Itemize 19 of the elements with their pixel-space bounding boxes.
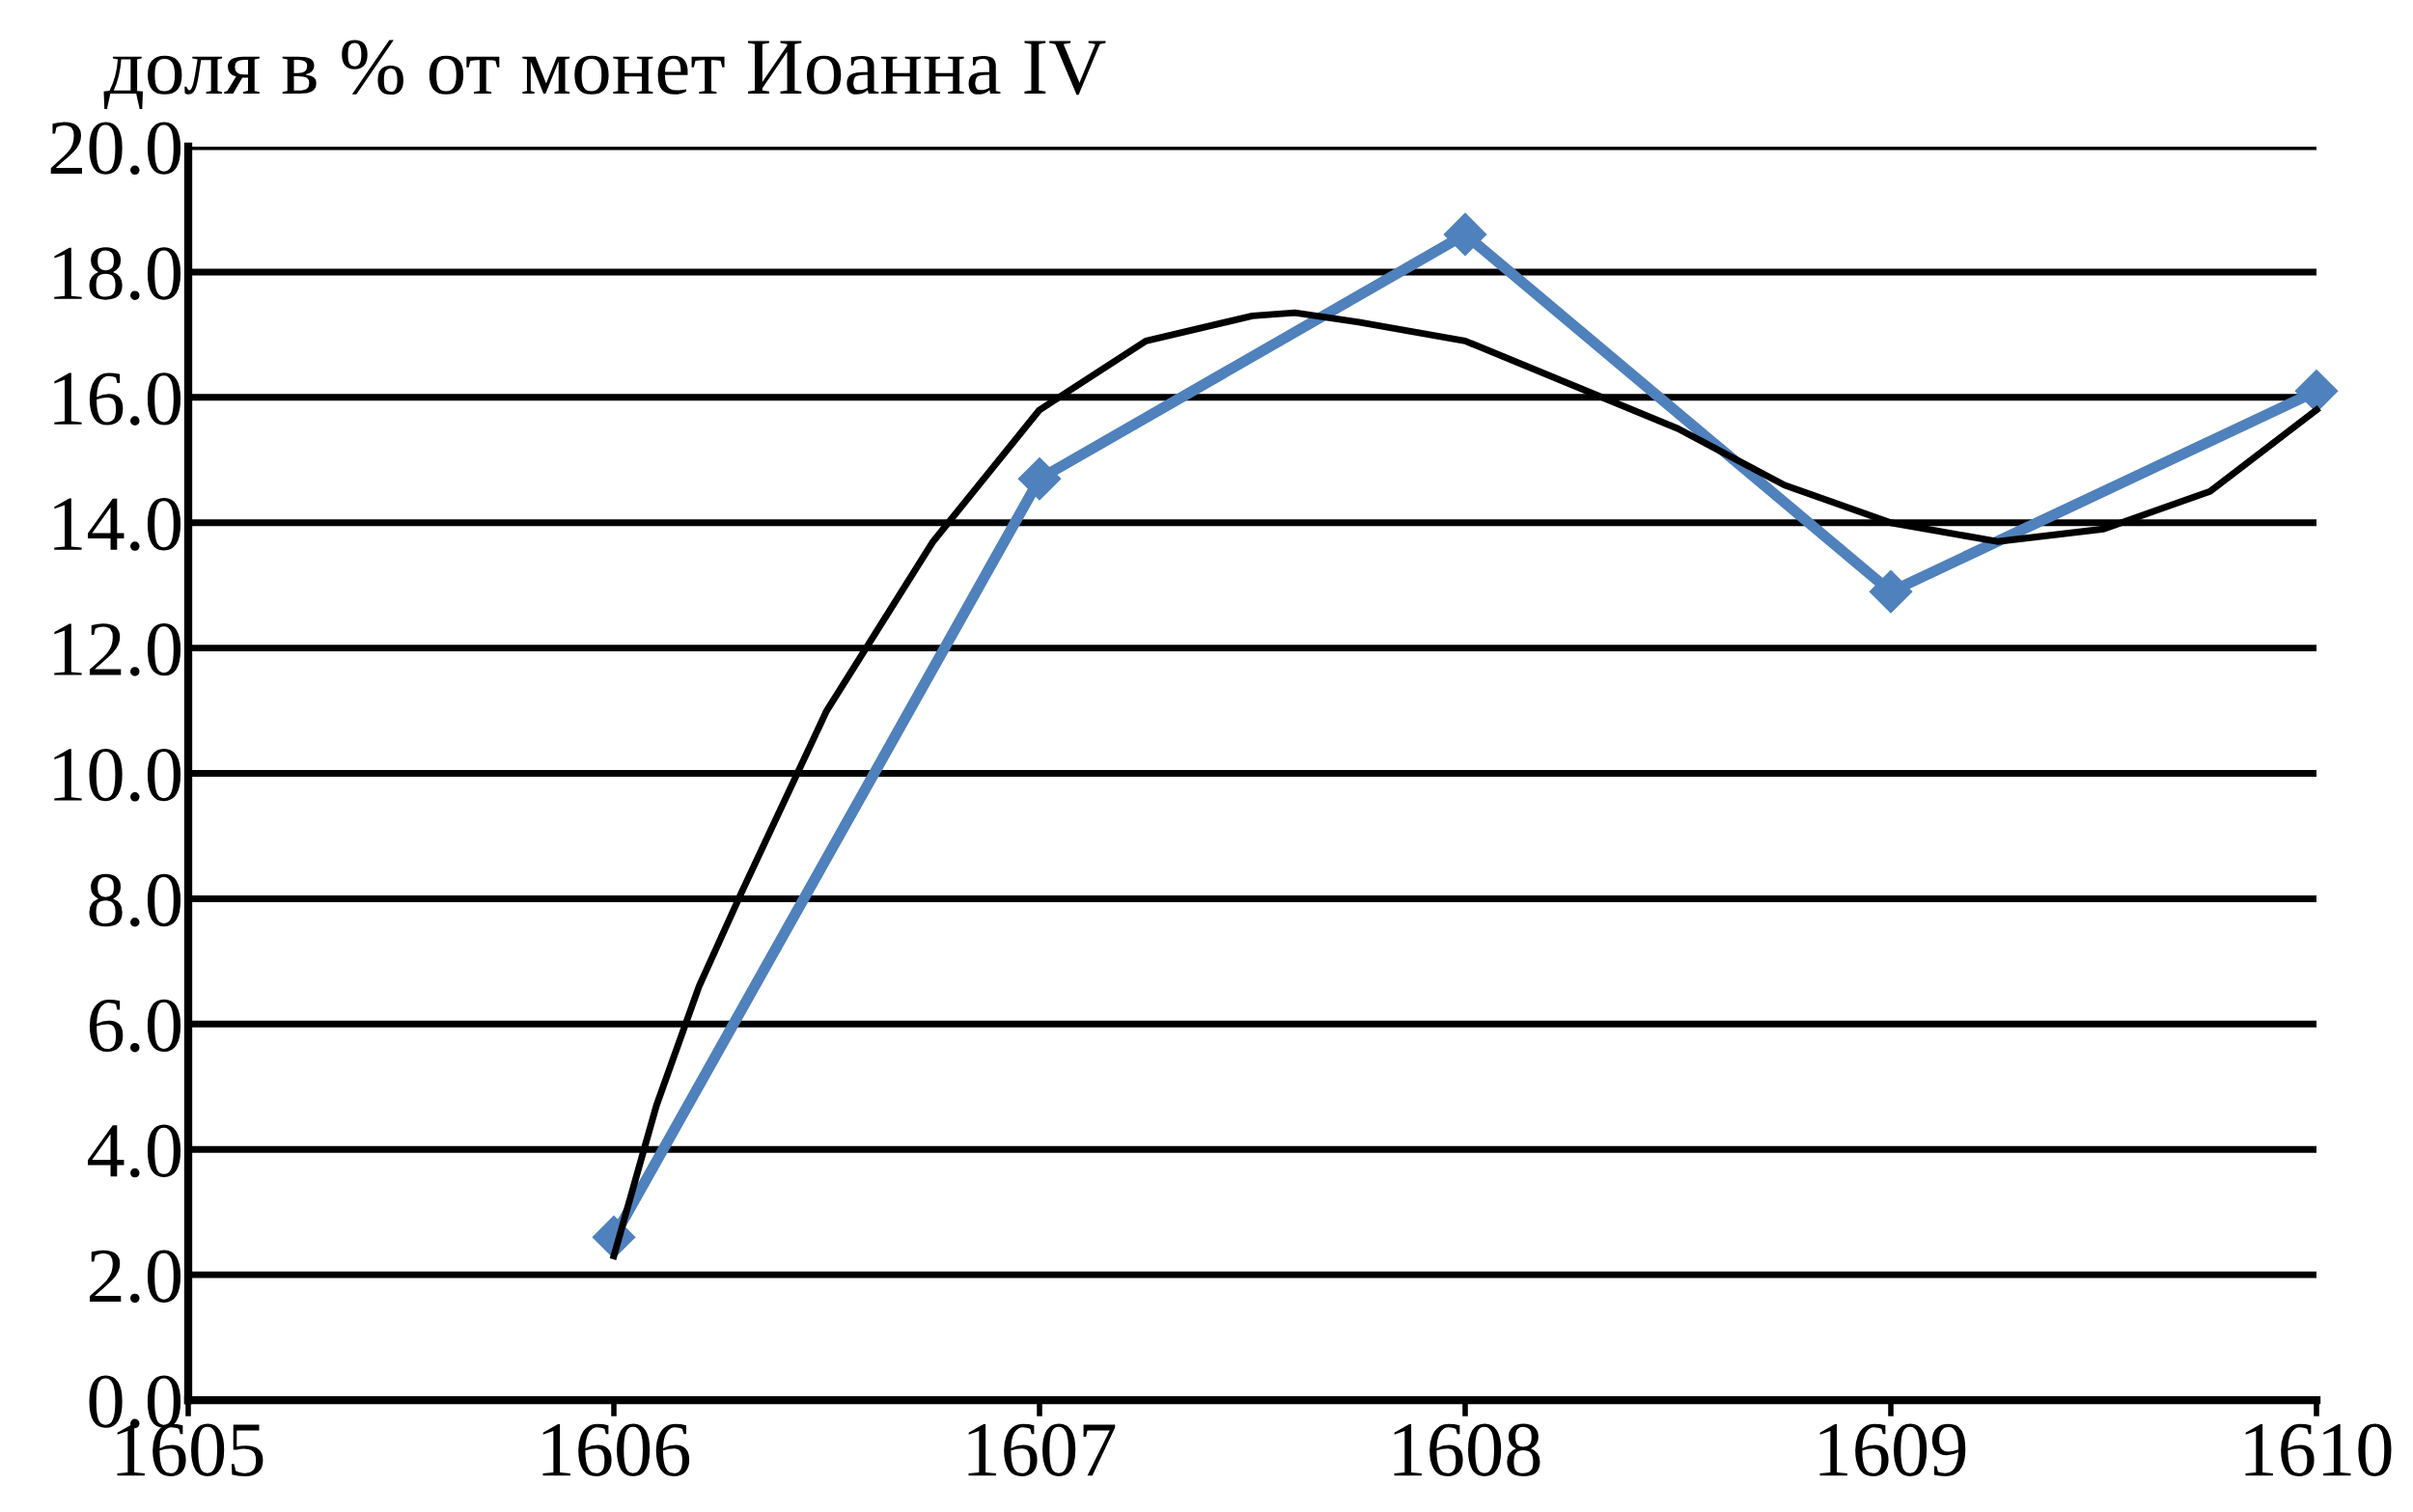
point — [1017, 456, 1062, 501]
y-tick-label: 16.0 — [54, 372, 181, 426]
point — [1443, 212, 1487, 257]
y-tick-label: 20.0 — [50, 122, 181, 176]
x-tick-label: 1607 — [968, 1423, 1116, 1476]
y-tick-label: 8.0 — [89, 873, 181, 927]
x-tick-label: 1609 — [1819, 1423, 1966, 1476]
x-tick-label: 1608 — [1394, 1423, 1540, 1476]
point — [1869, 569, 1913, 614]
x-tick-label: 1606 — [542, 1423, 690, 1476]
y-tick-label: 14.0 — [54, 498, 181, 551]
y-axis-title: доля в % от монет Иоанна IV — [103, 40, 1106, 110]
y-tick-label: 6.0 — [89, 999, 181, 1053]
y-tick-label: 4.0 — [88, 1124, 181, 1178]
y-tick-label: 2.0 — [89, 1250, 181, 1304]
y-tick-label: 10.0 — [54, 748, 181, 802]
y-tick-label: 12.0 — [54, 623, 181, 676]
y-tick-label: 18.0 — [54, 247, 181, 300]
x-tick-label: 1610 — [2245, 1423, 2392, 1476]
